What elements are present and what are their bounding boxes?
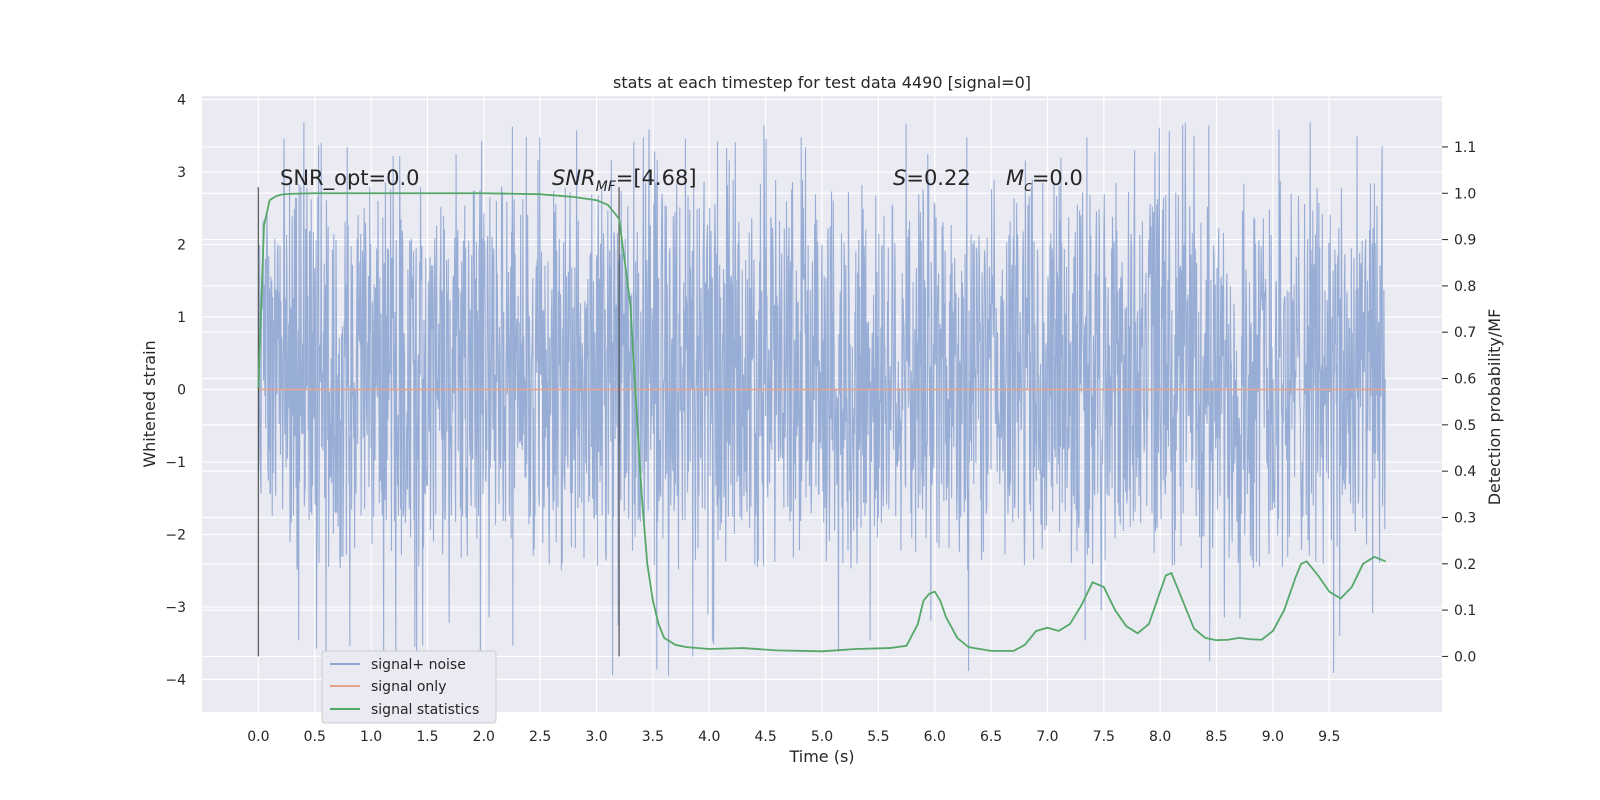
x-tick-label: 3.0	[585, 729, 607, 745]
annotation-mc: Mc=0.0	[1006, 166, 1083, 195]
y2-tick-label: 0.7	[1454, 325, 1476, 341]
y-tick-label: 0	[177, 383, 186, 399]
x-tick-labels: 0.0 0.5 1.0 1.5 2.0 2.5 3.0 3.5 4.0 4.5 5.0 5.5 6.0 6…	[247, 729, 1340, 745]
legend-label-signal-only: signal only	[371, 679, 446, 695]
x-tick-label: 4.5	[755, 729, 777, 745]
y2-tick-label: 0.2	[1454, 557, 1476, 573]
mc-subscript: c	[1024, 179, 1032, 195]
x-tick-label: 7.5	[1093, 729, 1115, 745]
y2-tick-label: 0.4	[1454, 464, 1476, 480]
y2-tick-label: 0.9	[1454, 233, 1476, 249]
y2-tick-labels: 1.1 1.0 0.9 0.8 0.7 0.6 0.5 0.4 0.3 0.2 0.1 0.0	[1442, 140, 1476, 665]
mc-symbol: M	[1006, 166, 1024, 190]
x-tick-label: 5.5	[867, 729, 889, 745]
x-tick-label: 5.0	[811, 729, 833, 745]
x-tick-label: 9.0	[1262, 729, 1284, 745]
x-axis-label: Time (s)	[788, 747, 854, 766]
x-tick-label: 2.5	[529, 729, 551, 745]
y2-tick-label: 1.1	[1454, 140, 1476, 156]
y2-axis-label: Detection probability/MF	[1485, 309, 1504, 506]
x-tick-label: 4.0	[698, 729, 720, 745]
y-tick-label: −2	[165, 527, 186, 543]
y2-tick-label: 0.0	[1454, 649, 1476, 665]
snr-mf-subscript: MF	[596, 179, 617, 195]
annotation-snr-mf: SNRMF=[4.68]	[552, 166, 697, 195]
x-tick-label: 1.0	[360, 729, 382, 745]
noise-series	[257, 122, 1387, 682]
s-value: =0.22	[906, 166, 970, 190]
y-axis-label: Whitened strain	[140, 340, 159, 467]
vertical-markers	[257, 187, 620, 657]
y2-tick-label: 1.0	[1454, 186, 1476, 202]
x-tick-label: 1.5	[416, 729, 438, 745]
x-tick-label: 7.0	[1036, 729, 1058, 745]
legend-label-signal-statistics: signal statistics	[371, 702, 479, 718]
signal-noise-line	[257, 122, 1387, 682]
x-tick-label: 6.5	[980, 729, 1002, 745]
y2-tick-label: 0.1	[1454, 603, 1476, 619]
y-tick-label: −4	[165, 672, 186, 688]
legend-label-signal-noise: signal+ noise	[371, 657, 466, 673]
y-tick-label: 2	[177, 238, 186, 254]
legend: signal+ noise signal only signal statist…	[321, 650, 497, 724]
y-tick-label: −3	[165, 600, 186, 616]
y2-tick-label: 0.8	[1454, 279, 1476, 295]
legend-box	[321, 650, 497, 724]
chart-title: stats at each timestep for test data 449…	[613, 73, 1031, 92]
x-tick-label: 0.5	[304, 729, 326, 745]
x-tick-label: 8.5	[1205, 729, 1227, 745]
snr-mf-symbol: SNR	[552, 166, 596, 190]
s-symbol: S	[893, 166, 906, 190]
y-tick-labels: 4 3 2 1 0 −1 −2 −3 −4	[165, 93, 186, 689]
y2-tick-label: 0.6	[1454, 372, 1476, 388]
signal-statistics-line	[257, 192, 1386, 653]
annotation-s: S=0.22	[893, 166, 971, 190]
x-tick-label: 0.0	[247, 729, 269, 745]
x-tick-label: 6.0	[924, 729, 946, 745]
mc-value: =0.0	[1032, 166, 1083, 190]
x-tick-label: 9.5	[1318, 729, 1340, 745]
y-tick-label: −1	[165, 455, 186, 471]
annotation-snr-opt: SNR_opt=0.0	[280, 166, 420, 191]
snr-mf-value: =[4.68]	[616, 166, 697, 190]
y-tick-label: 3	[177, 165, 186, 181]
x-tick-label: 2.0	[473, 729, 495, 745]
y-tick-label: 4	[177, 93, 186, 109]
y-tick-label: 1	[177, 310, 186, 326]
y2-tick-label: 0.5	[1454, 418, 1476, 434]
x-tick-label: 8.0	[1149, 729, 1171, 745]
x-tick-label: 3.5	[642, 729, 664, 745]
y2-tick-label: 0.3	[1454, 510, 1476, 526]
